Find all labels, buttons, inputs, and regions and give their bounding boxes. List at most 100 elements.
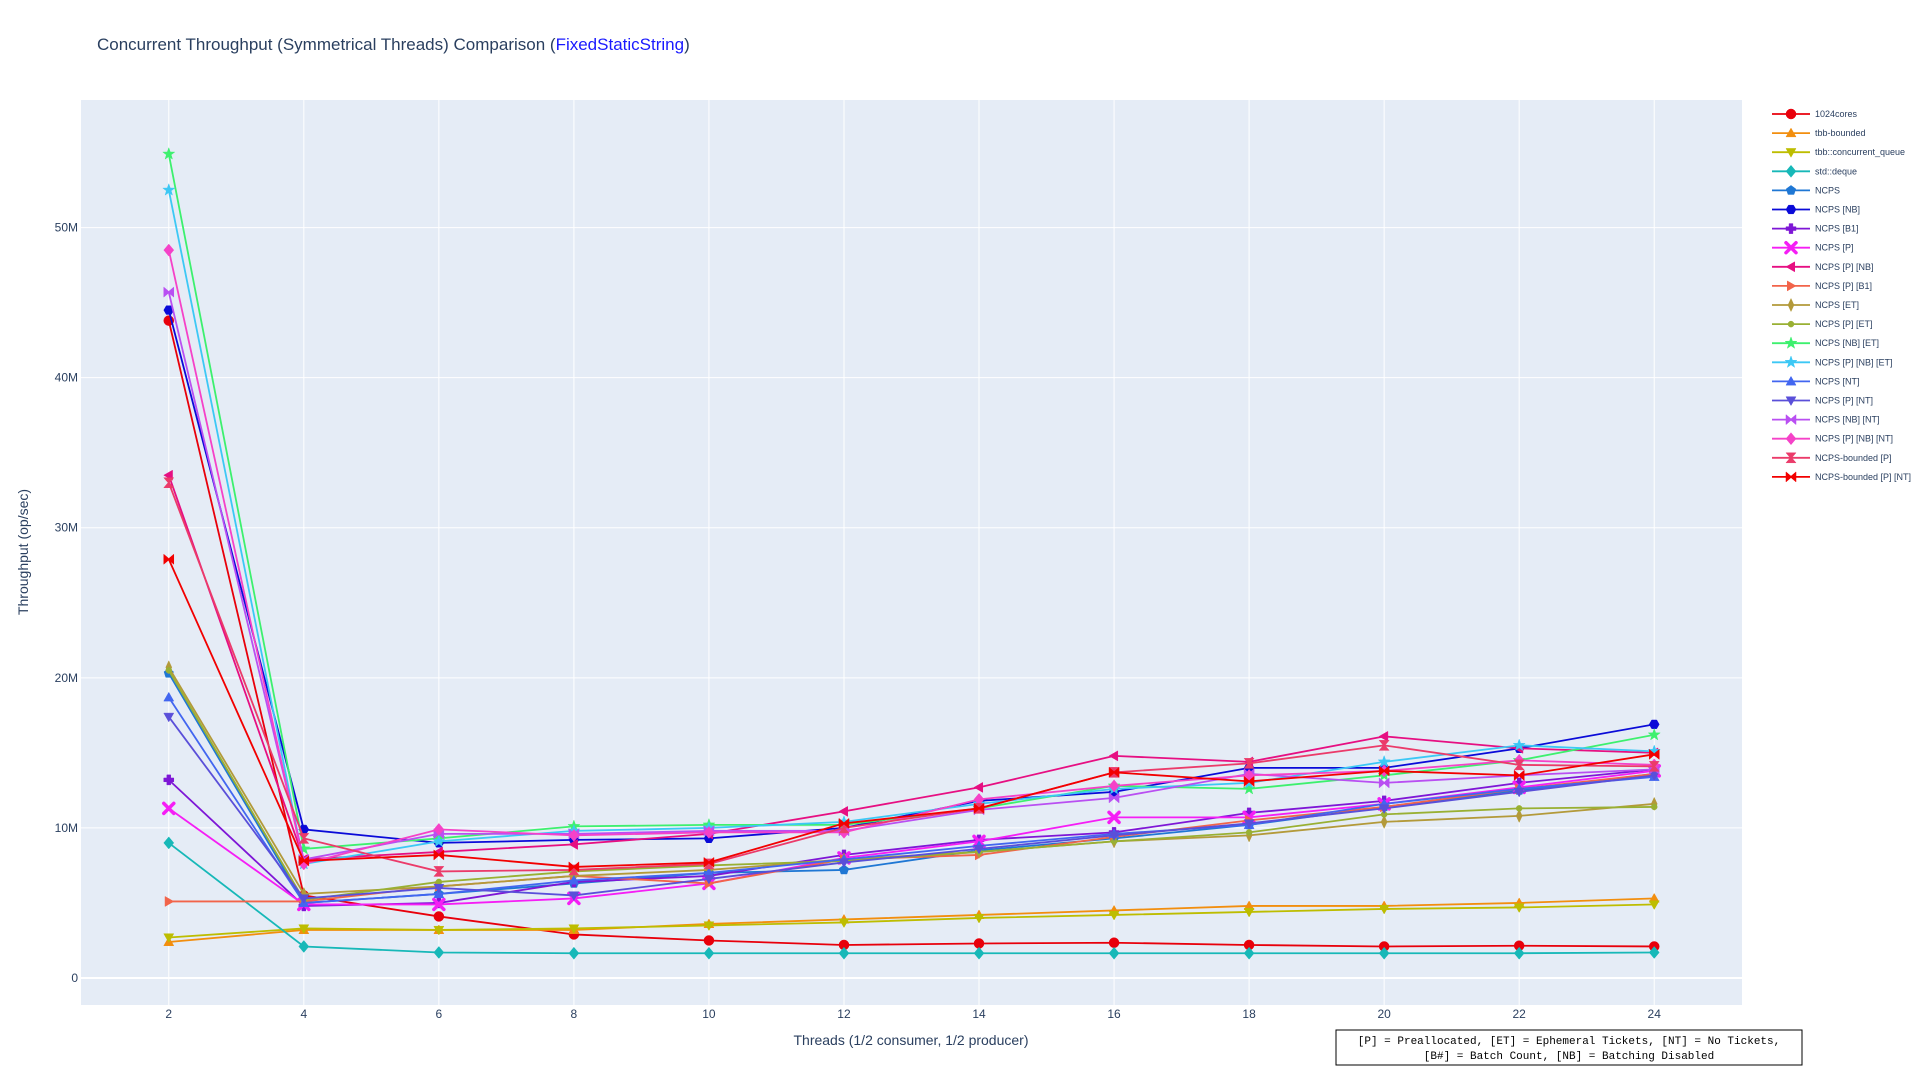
legend-label: NCPS [NT] <box>1815 376 1860 386</box>
data-point <box>568 924 580 934</box>
series-line <box>168 768 1655 907</box>
legend-label: tbb-bounded <box>1815 128 1866 138</box>
legend-label: NCPS-bounded [P] <box>1815 453 1892 463</box>
data-point <box>1108 937 1120 948</box>
data-point <box>1377 754 1391 768</box>
data-point <box>973 844 985 855</box>
data-point <box>1108 779 1120 793</box>
legend-item: NCPS <box>1772 185 1840 195</box>
series-line <box>167 474 1655 861</box>
legend-label: NCPS [NB] <box>1815 205 1860 215</box>
data-point <box>162 801 176 816</box>
legend-item: NCPS [P] <box>1772 240 1854 255</box>
data-point <box>1243 819 1255 829</box>
x-tick-label: 4 <box>300 1007 307 1021</box>
data-point <box>1515 805 1523 812</box>
series-line <box>168 842 1655 955</box>
legend-item: NCPS-bounded [P] <box>1772 452 1892 464</box>
data-point <box>1243 775 1255 787</box>
data-point <box>838 817 850 829</box>
data-point <box>1378 740 1390 751</box>
legend-label: NCPS [P] [NT] <box>1815 396 1873 406</box>
series-group <box>163 477 1660 877</box>
data-point <box>433 925 445 936</box>
series-group <box>163 712 1660 904</box>
data-point <box>163 691 175 702</box>
data-point <box>1108 792 1120 804</box>
data-point <box>432 897 446 912</box>
data-point <box>1513 946 1525 960</box>
data-point <box>298 855 310 867</box>
series-line <box>167 291 1655 861</box>
marker-stroke <box>162 801 176 816</box>
data-point <box>838 805 848 817</box>
data-point <box>1784 355 1798 368</box>
legend-label: NCPS <box>1815 185 1840 195</box>
series-line <box>168 696 1655 904</box>
data-point <box>298 940 310 953</box>
data-point <box>1108 831 1120 841</box>
annotation-box: [P] = Preallocated, [ET] = Ephemeral Tic… <box>1335 1029 1803 1066</box>
legend-label: NCPS [P] [NB] <box>1815 262 1874 272</box>
data-point <box>1647 727 1661 741</box>
data-point <box>1243 907 1255 918</box>
legend-item: NCPS [P] [NB] [NT] <box>1772 432 1893 446</box>
y-tick-label: 0 <box>71 971 78 985</box>
data-point <box>1378 777 1390 789</box>
data-point <box>1245 829 1253 836</box>
x-tick-label: 2 <box>165 1007 172 1021</box>
data-point <box>1648 761 1660 772</box>
series-line <box>167 189 1655 865</box>
plot-area <box>81 100 1742 1005</box>
data-point <box>1107 810 1121 825</box>
data-point <box>1243 758 1255 769</box>
data-point <box>1785 471 1797 483</box>
data-point <box>1787 320 1795 328</box>
data-point <box>838 946 850 960</box>
data-point <box>1378 730 1389 742</box>
data-point <box>1648 771 1660 781</box>
data-point <box>568 838 578 850</box>
data-point <box>298 833 310 844</box>
data-point <box>1648 900 1660 910</box>
marker-stroke <box>432 897 446 912</box>
data-point <box>1787 297 1795 313</box>
data-point <box>568 874 580 885</box>
x-tick-label: 20 <box>1377 1007 1391 1021</box>
data-point <box>1785 261 1795 273</box>
data-point <box>1243 946 1255 960</box>
data-point <box>973 781 984 793</box>
legend: 1024corestbb-boundedtbb::concurrent_queu… <box>1772 108 1911 483</box>
data-point <box>162 147 176 160</box>
legend-label: NCPS [NB] [NT] <box>1815 415 1880 425</box>
data-point <box>1785 452 1797 464</box>
data-point <box>1512 738 1526 752</box>
legend-item: NCPS [P] [NT] <box>1772 396 1873 407</box>
x-tick-label: 10 <box>702 1007 716 1021</box>
data-point <box>1784 240 1798 255</box>
data-point <box>1785 185 1797 195</box>
y-tick-label: 30M <box>55 521 78 535</box>
data-point <box>1513 759 1525 771</box>
legend-label: 1024cores <box>1815 109 1858 119</box>
data-point <box>433 823 445 836</box>
legend-label: NCPS [NB] [ET] <box>1815 338 1879 348</box>
data-point <box>1784 336 1798 349</box>
legend-label: NCPS [ET] <box>1815 300 1859 310</box>
data-point <box>568 891 580 901</box>
legend-item: 1024cores <box>1772 108 1858 120</box>
legend-item: NCPS [P] [NB] [ET] <box>1772 355 1893 368</box>
legend-item: NCPS [NB] [NT] <box>1772 414 1880 426</box>
data-point <box>703 921 715 931</box>
data-point <box>298 924 310 934</box>
legend-label: NCPS [P] [ET] <box>1815 319 1873 329</box>
legend-label: tbb::concurrent_queue <box>1815 147 1905 157</box>
data-point <box>703 935 715 946</box>
data-point <box>973 802 985 814</box>
annotation-border <box>1335 1029 1803 1066</box>
data-point <box>433 866 445 877</box>
legend-label: NCPS [P] <box>1815 243 1854 253</box>
data-point <box>433 911 445 922</box>
legend-item: NCPS [ET] <box>1772 297 1859 313</box>
data-point <box>433 946 445 959</box>
